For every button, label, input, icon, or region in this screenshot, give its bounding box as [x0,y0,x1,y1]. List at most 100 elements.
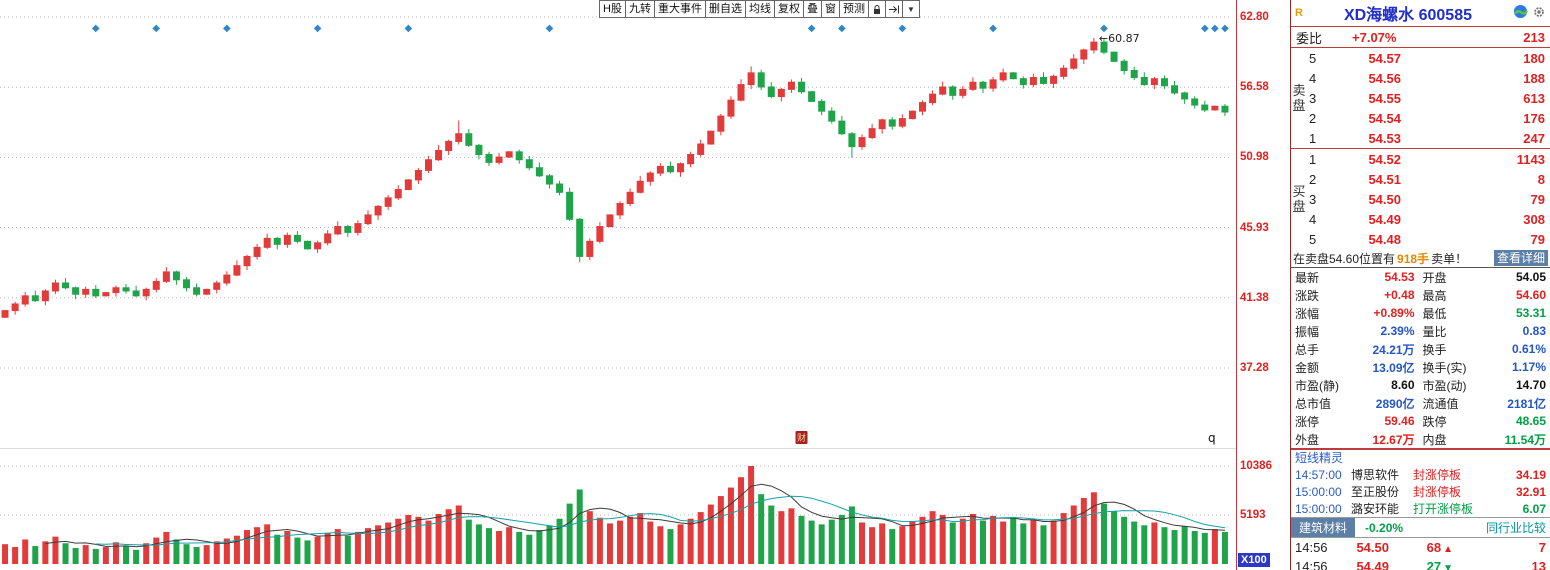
quote-panel: R XD海螺水 600585 委比 +7.07% 213 卖盘 5 54.57 18… [1290,0,1550,570]
toolbar-item-重大事件[interactable]: 重大事件 [654,0,706,18]
stats-row: 涨幅 +0.89% 最低 53.31 [1295,304,1546,322]
order-book-row-buy-1[interactable]: 1 54.52 1143 [1307,149,1550,169]
industry-compare-link[interactable]: 同行业比较 [1485,521,1546,535]
stat-label: 总市值 [1295,396,1332,411]
svg-text:财: 财 [797,432,806,444]
order-price: 54.48 [1368,231,1401,247]
order-size: 180 [1523,50,1545,66]
signal-diamond-icon: ◆ [546,23,554,34]
stat-label: 流通值 [1422,396,1459,411]
volume-axis-label: 10386 [1240,460,1272,472]
toolbar-item-叠[interactable]: 叠 [803,0,822,18]
stat-value: 54.60 [1515,288,1546,302]
stat-value: 8.60 [1391,378,1415,392]
chevron-down-icon[interactable]: ▼ [902,0,920,18]
order-book-row-sell-4[interactable]: 4 54.56 188 [1307,68,1550,88]
stat-label: 涨幅 [1295,306,1320,321]
spirit-stock-name: 博思软件 [1351,468,1400,482]
toolbar-item-预测[interactable]: 预测 [839,0,869,18]
stat-label: 最低 [1422,306,1447,321]
order-price: 54.55 [1368,90,1401,106]
order-size: 308 [1523,211,1545,227]
stat-value: 0.61% [1511,342,1546,356]
signal-diamond-icon: ◆ [404,23,412,34]
industry-tab[interactable]: 建筑材料 [1291,518,1356,537]
order-book-row-sell-3[interactable]: 3 54.55 613 [1307,88,1550,108]
toolbar-item-九转[interactable]: 九转 [625,0,655,18]
toolbar-item-H股[interactable]: H股 [599,0,626,18]
tick-time: 14:56 [1295,540,1328,555]
globe-icon[interactable] [1513,4,1529,22]
order-book-row-buy-4[interactable]: 4 54.49 308 [1307,209,1550,229]
order-size: 188 [1523,70,1545,86]
signal-diamond-icon: ◆ [314,23,322,34]
candlestick-volume-chart[interactable]: ◆ ◆ ◆ ◆ ◆ ◆ ◆ ◆ ◆ ◆ ◆ ◆ ◆ ◆财 q←60.87 [0,0,1236,570]
stat-value: 11.54万 [1504,432,1546,447]
order-price: 54.51 [1368,171,1401,187]
stat-value: 59.46 [1384,414,1415,428]
stats-row: 总市值 2890亿 流通值 2181亿 [1295,394,1546,412]
spirit-alert-row[interactable]: 15:00:00 潞安环能 打开涨停板 6.07 [1291,500,1550,517]
popout-arrow-icon[interactable] [885,0,903,18]
tick-count: 13 [1531,559,1546,570]
order-book-row-sell-2[interactable]: 2 54.54 176 [1307,108,1550,128]
signal-diamond-icon: ◆ [92,23,100,34]
stat-value: +0.89% [1373,306,1415,320]
signal-diamond-icon: ◆ [223,23,231,34]
order-level: 1 [1309,130,1317,146]
stats-row: 总手 24.21万 换手 0.61% [1295,340,1546,358]
spirit-stock-name: 至正股份 [1351,485,1400,499]
spirit-stock-name: 潞安环能 [1351,502,1400,516]
signal-diamond-icon: ◆ [1201,23,1209,34]
kline-chart[interactable]: ◆ ◆ ◆ ◆ ◆ ◆ ◆ ◆ ◆ ◆ ◆ ◆ ◆ ◆ 财 q ←60.87 H股 九转 重大事件 删自选 均线 复权叠窗… [0,0,1236,570]
toolbar-item-复权[interactable]: 复权 [774,0,804,18]
stat-value: 24.21万 [1372,342,1415,357]
volume-unit-badge: X100 [1238,553,1270,567]
order-level: 2 [1309,171,1317,187]
order-price: 54.57 [1368,50,1401,66]
order-book-row-sell-5[interactable]: 5 54.57 180 [1307,48,1550,68]
tick-direction-arrow: ▲ [1443,544,1453,555]
toolbar-item-窗[interactable]: 窗 [821,0,840,18]
toolbar-item-删自选[interactable]: 删自选 [705,0,746,18]
toolbar-item-均线[interactable]: 均线 [745,0,775,18]
gear-icon[interactable] [1532,5,1546,22]
lock-icon[interactable] [868,0,886,18]
view-detail-button[interactable]: 查看详细 [1493,250,1548,266]
sell-queue: 卖盘 5 54.57 180 4 54.56 188 3 54.55 613 2 54.54 176 1… [1291,48,1550,148]
queue-separator [1291,148,1550,149]
tick-price: 54.50 [1356,540,1389,555]
order-price: 54.52 [1368,151,1401,167]
stat-value: 54.05 [1515,270,1546,284]
tick-row: 14:56 54.49 27 ▼ 13 [1291,557,1550,570]
corner-flag-label: q [1208,431,1216,445]
order-book-row-sell-1[interactable]: 1 54.53 247 [1307,128,1550,148]
price-axis-label: 45.93 [1240,221,1269,234]
signal-diamond-icon: ◆ [838,23,846,34]
spirit-price: 34.19 [1515,467,1546,482]
tick-price: 54.49 [1356,559,1389,570]
tick-row: 14:56 54.50 68 ▲ 7 [1291,538,1550,557]
spirit-alert-row[interactable]: 14:57:00 博思软件 封涨停板 34.19 [1291,466,1550,483]
order-price: 54.53 [1368,130,1401,146]
stat-label: 换手(实) [1422,360,1467,375]
order-level: 1 [1309,151,1317,167]
notice-text: 在卖盘54.60位置有 [1293,251,1396,266]
stats-row: 外盘 12.67万 内盘 11.54万 [1295,430,1546,448]
order-book-row-buy-3[interactable]: 3 54.50 79 [1307,189,1550,209]
industry-row: 建筑材料 -0.20% 同行业比较 [1291,517,1550,538]
order-book-row-buy-5[interactable]: 5 54.48 79 [1307,229,1550,249]
order-book-row-buy-2[interactable]: 2 54.51 8 [1307,169,1550,189]
spirit-alert-row[interactable]: 15:00:00 至正股份 封涨停板 32.91 [1291,483,1550,500]
buy-queue: 买盘 1 54.52 1143 2 54.51 8 3 54.50 79 4 54.49 308 5 54… [1291,149,1550,249]
buy-side-label: 买盘 [1292,184,1306,214]
order-level: 5 [1309,50,1317,66]
order-price: 54.49 [1368,211,1401,227]
event-marker-icon[interactable] [795,431,808,444]
order-level: 5 [1309,231,1317,247]
spirit-event: 封涨停板 [1413,468,1462,482]
stat-label: 最新 [1295,270,1320,285]
order-level: 3 [1309,90,1317,106]
stat-value: 12.67万 [1372,432,1415,447]
signal-diamond-icon: ◆ [1211,23,1219,34]
